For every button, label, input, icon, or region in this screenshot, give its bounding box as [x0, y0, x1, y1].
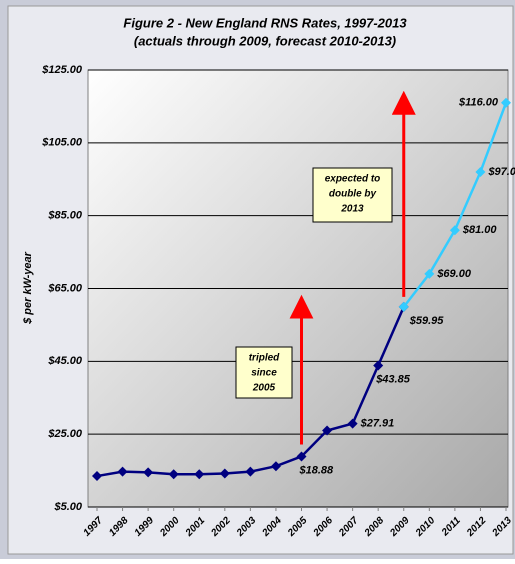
y-tick-label: $5.00	[53, 501, 82, 513]
data-point	[168, 469, 179, 480]
annotation-text: since	[251, 368, 277, 379]
annotation-text: double by	[329, 189, 377, 200]
data-point	[194, 469, 205, 480]
annotation-box	[312, 167, 393, 223]
data-label: $59.95	[409, 315, 445, 327]
data-point	[270, 461, 281, 472]
data-point	[219, 468, 230, 479]
data-point	[92, 471, 102, 482]
data-point	[449, 225, 460, 236]
data-label: $18.88	[299, 464, 335, 476]
data-point	[322, 425, 333, 436]
annotation-text: expected to	[325, 174, 381, 185]
data-point	[424, 268, 435, 279]
y-tick-label: $125.00	[41, 64, 83, 76]
data-label: $27.91	[360, 417, 395, 429]
data-point	[245, 466, 256, 477]
data-label: $43.85	[375, 373, 411, 385]
y-tick-label: $105.00	[41, 137, 83, 149]
y-tick-label: $45.00	[47, 355, 83, 367]
data-label: $81.00	[462, 224, 498, 236]
data-point	[475, 166, 486, 177]
annotation-text: tripled	[249, 353, 280, 364]
data-point	[117, 466, 128, 477]
data-point	[373, 360, 384, 371]
data-point	[347, 418, 358, 429]
annotation-text: 2013	[340, 204, 364, 215]
data-point	[296, 451, 307, 462]
chart-subtitle: (actuals through 2009, forecast 2010-201…	[134, 33, 396, 48]
annotation-text: 2005	[252, 383, 276, 394]
y-tick-label: $85.00	[47, 210, 83, 222]
chart-title: Figure 2 - New England RNS Rates, 1997-2…	[123, 15, 407, 30]
data-point	[143, 467, 154, 478]
annotation-box	[235, 346, 293, 399]
data-label: $97.00	[487, 166, 515, 178]
data-point	[501, 97, 511, 108]
y-tick-label: $25.00	[47, 428, 83, 440]
data-label: $69.00	[436, 268, 472, 280]
y-tick-label: $65.00	[47, 282, 83, 294]
y-axis-label: $ per kW-year	[22, 251, 34, 324]
data-label: $116.00	[458, 97, 499, 109]
data-point	[398, 301, 409, 312]
